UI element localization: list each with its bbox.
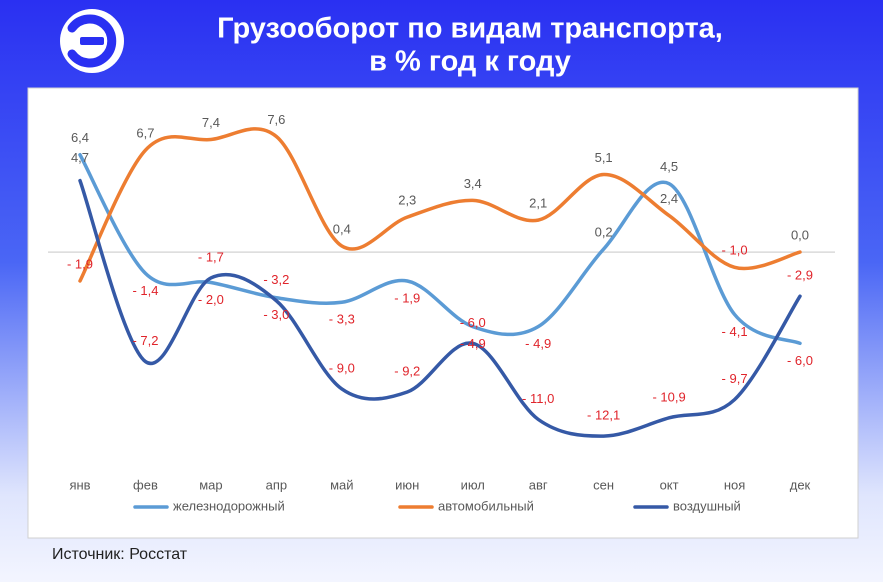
data-label: - 6,0 <box>460 315 486 330</box>
series-line <box>78 178 802 438</box>
data-label: - 2,0 <box>198 292 224 307</box>
x-tick-label: апр <box>266 477 288 492</box>
source: Источник: Росстат <box>52 546 188 563</box>
data-label: - 4,9 <box>460 336 486 351</box>
data-label: - 10,9 <box>652 389 685 404</box>
chart-panel <box>27 87 859 539</box>
x-tick-label: мар <box>199 477 222 492</box>
data-label: - 4,9 <box>525 336 551 351</box>
data-label: - 2,9 <box>787 268 813 283</box>
x-tick-label: дек <box>790 477 811 492</box>
data-label: - 1,4 <box>132 283 158 298</box>
x-tick-label: фев <box>133 477 158 492</box>
legend-label: воздушный <box>673 498 741 513</box>
data-label: - 9,0 <box>329 360 355 375</box>
title-line: Грузооборот по видам транспорта, <box>217 13 723 45</box>
data-label: 7,6 <box>267 112 285 127</box>
data-label: 5,1 <box>595 150 613 165</box>
data-label: 4,5 <box>660 159 678 174</box>
x-tick-label: окт <box>660 477 679 492</box>
series-line <box>78 127 802 283</box>
legend-label: железнодорожный <box>173 498 285 513</box>
x-tick-label: авг <box>529 477 548 492</box>
data-label: 3,4 <box>464 176 482 191</box>
data-label: - 9,2 <box>394 363 420 378</box>
data-label: 2,4 <box>660 191 678 206</box>
data-label: - 9,7 <box>722 371 748 386</box>
data-label: - 6,0 <box>787 353 813 368</box>
data-label: 6,4 <box>71 130 89 145</box>
data-label: 6,7 <box>136 126 154 141</box>
series-line <box>78 153 802 346</box>
data-label: - 1,9 <box>394 290 420 305</box>
x-tick-label: янв <box>69 477 90 492</box>
x-tick-label: май <box>330 477 353 492</box>
data-label: 0,0 <box>791 228 809 243</box>
data-label: - 3,2 <box>263 272 289 287</box>
data-label: - 3,0 <box>263 307 289 322</box>
x-tick-label: июл <box>461 477 485 492</box>
data-label: - 3,3 <box>329 312 355 327</box>
data-label: - 7,2 <box>132 333 158 348</box>
data-label: 2,1 <box>529 196 547 211</box>
data-label: 4,7 <box>71 150 89 165</box>
legend-label: автомобильный <box>438 498 534 513</box>
data-label: 2,3 <box>398 193 416 208</box>
data-label: - 1,7 <box>198 249 224 264</box>
data-label: - 4,1 <box>722 324 748 339</box>
title-line: в % год к году <box>369 46 571 78</box>
data-label: 7,4 <box>202 115 220 130</box>
data-label: 0,2 <box>595 224 613 239</box>
x-tick-label: ноя <box>724 477 745 492</box>
data-label: 0,4 <box>333 221 351 236</box>
plot: янв фев мар апр май июн июл авг сен окт ноя дек 6,4 -… <box>48 112 835 513</box>
x-tick-label: сен <box>593 477 614 492</box>
logo <box>60 9 124 73</box>
data-label: - 11,0 <box>522 391 554 406</box>
x-tick-label: июн <box>395 477 419 492</box>
data-label: - 12,1 <box>587 408 620 423</box>
data-label: - 1,0 <box>722 243 748 258</box>
data-label: - 1,9 <box>67 256 93 271</box>
